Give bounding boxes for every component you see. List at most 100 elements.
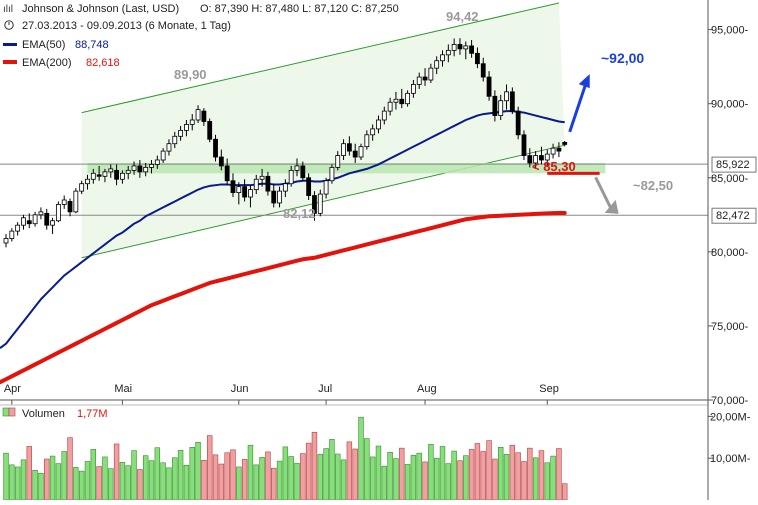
volume-bar [207,435,213,501]
candle-body [85,178,90,185]
volume-bar [189,447,195,501]
target-up-arrow [568,83,588,133]
volume-bar [61,451,67,501]
candle-body [108,168,114,173]
candle-body [387,101,393,112]
volume-bar [276,460,283,501]
annotation-low-1: 82,12 [283,206,316,221]
legend-row-ema50: EMA(50) 88,748 [3,39,109,51]
candle-body [312,195,317,214]
candle-body [178,129,184,137]
candle-body [236,186,242,193]
volume-bar [300,453,306,501]
volume-bar [346,441,353,501]
candles [3,38,568,248]
clock-icon [4,20,14,30]
volume-bar [137,469,143,501]
candle-body [172,135,178,145]
candle-body [352,150,358,158]
volume-bar [160,462,166,501]
time-tick-label: Apr [4,383,21,395]
candle-body [32,214,38,225]
volume-bar [538,450,545,501]
candle-body [26,220,32,225]
volume-bar [422,461,428,501]
candle-body [294,165,300,171]
candle-body [370,128,376,136]
legend-row-title: ılıl Johnson & Johnson (Last, USD) O: 87… [3,3,399,15]
level-box-upper: 85,922 [711,156,757,173]
candle-body [131,165,137,171]
candle-body [480,63,486,78]
candle-body [562,141,568,145]
volume-bar [236,466,242,501]
price-tick-label: 75,000- [711,321,749,333]
volume-bar [492,458,498,501]
candle-body [224,165,230,182]
candle-body [125,169,131,174]
volume-bar [102,456,108,501]
candle-body [504,91,509,102]
volume-bar [224,452,230,501]
volume-swatch-up [2,407,10,417]
volume-bar [480,451,486,501]
volume-bar [399,447,405,501]
volume-bar [503,454,510,501]
volume-bar [241,459,248,501]
candle-body [50,220,55,226]
candle-body [265,175,271,192]
volume-bar [317,454,323,501]
candle-body [422,76,428,81]
candle-body [67,201,73,213]
candle-body [335,155,341,168]
candle-body [317,193,323,214]
candle-body [154,159,160,165]
candle-body [445,49,451,56]
candle-body [277,190,282,204]
volume-bar [428,444,434,501]
volume-bar [544,462,550,501]
candle-body [96,174,102,177]
volume-bar [3,452,9,501]
candle-body [195,109,201,121]
candle-body [102,171,108,177]
candle-body [492,95,498,116]
ema200-label: EMA(200) [22,57,72,69]
volume-bar [323,448,329,501]
candle-body [381,110,387,121]
volume-bar [259,457,265,501]
candle-body [3,238,9,244]
volume-bar [352,448,358,501]
volume-bar [14,466,21,501]
candle-body [137,165,143,173]
target-down-arrow-head [604,199,619,214]
volume-bar [44,458,50,501]
candle-body [457,44,463,50]
annotation-target-down: ~82,50 [633,178,673,193]
candle-body [9,230,15,239]
candle-body [364,134,370,148]
candle-body [544,153,550,161]
volume-bar [288,456,294,501]
volume-tick-label: 20,00M- [710,411,751,423]
volume-bar [515,452,521,501]
volume-bar [247,444,254,501]
ema50-value: 88,748 [75,39,109,51]
volume-bar [218,463,225,501]
candle-body [451,44,457,51]
volume-bar [381,465,387,501]
price-tick-label: 90,000- [711,99,749,111]
volume-label: Volumen [22,408,65,420]
level-value-upper: 85,922 [716,159,750,171]
volume-bar [49,455,56,501]
volume-bar [125,465,131,501]
volume-bar [329,439,335,501]
volume-bar [271,467,277,501]
time-axis-ticks: Apr Mai Jun Jul Aug Sep [4,383,559,405]
volume-bar [509,444,516,501]
volume-bar [451,450,457,501]
volume-bar [38,472,44,501]
candle-body [463,45,469,50]
time-tick-label: Jul [318,383,332,395]
